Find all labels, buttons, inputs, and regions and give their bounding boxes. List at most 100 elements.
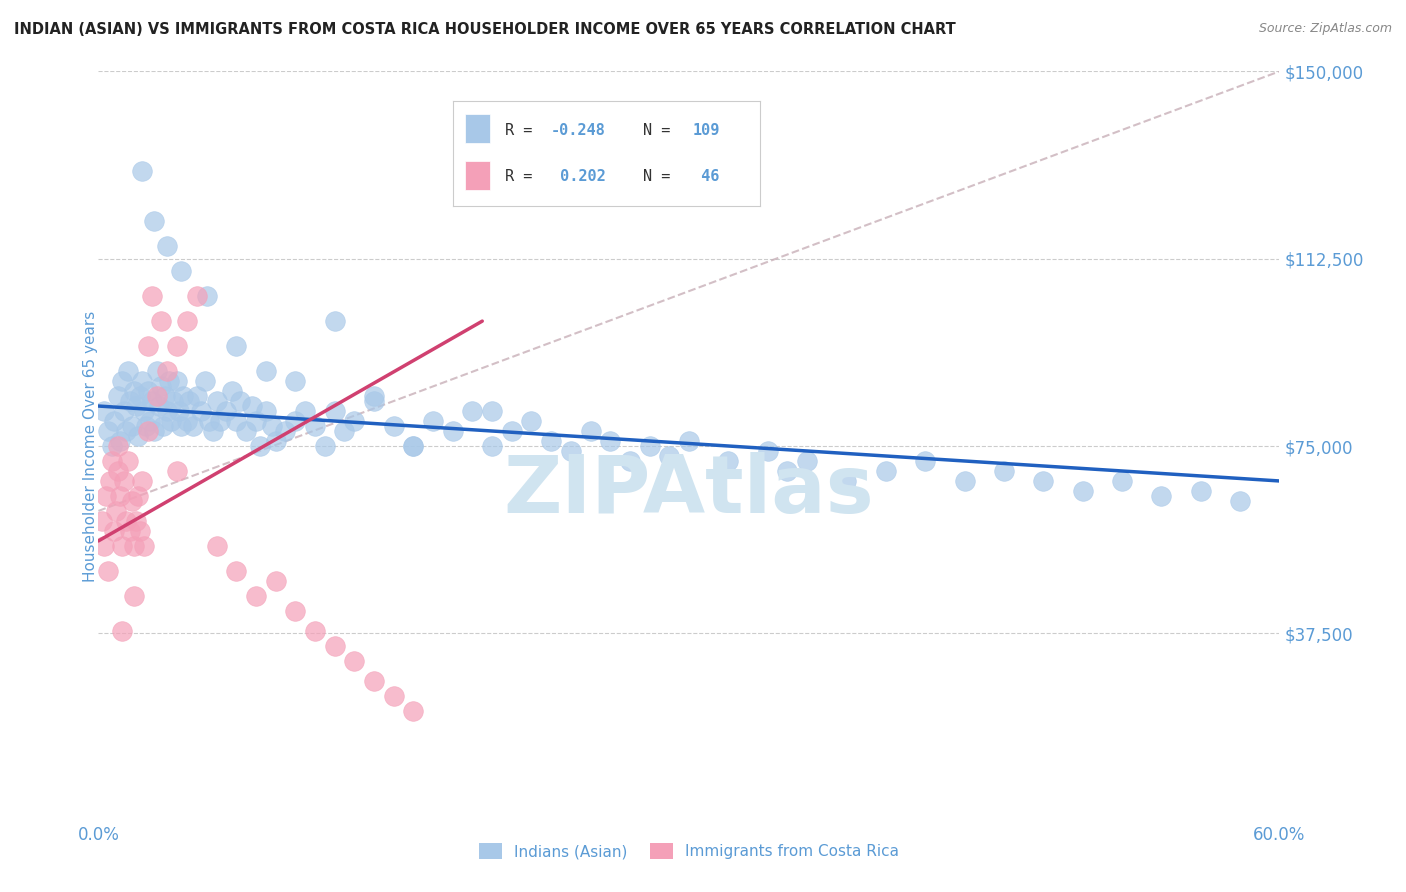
Point [105,504,128,518]
Point [117,454,139,468]
Point [599,434,621,448]
Point [166,464,188,478]
Point [162,394,184,409]
Point [382,419,405,434]
Point [638,439,661,453]
Point [132,539,155,553]
Point [186,389,208,403]
Point [122,539,145,553]
Point [190,404,212,418]
Point [1229,494,1251,508]
Point [343,414,366,428]
Point [993,464,1015,478]
Point [776,464,799,478]
Point [461,404,484,418]
Point [215,404,238,418]
Point [136,424,159,438]
Point [136,384,159,398]
Point [128,524,150,538]
Point [240,399,263,413]
Point [127,489,149,503]
Point [160,414,183,428]
Point [108,434,131,448]
Point [875,464,897,478]
Point [402,704,425,718]
Point [108,489,131,503]
Point [111,374,134,388]
Point [284,414,307,428]
Point [115,424,138,438]
Point [363,389,385,403]
Point [112,404,135,418]
Point [117,364,139,378]
Point [103,524,125,538]
Point [402,439,425,453]
Point [501,424,523,438]
Point [363,673,385,688]
Point [97,424,120,438]
Point [520,414,543,428]
Point [152,419,174,434]
Point [1032,474,1054,488]
Point [304,624,326,638]
Point [186,289,208,303]
Point [142,214,165,228]
Point [1150,489,1173,503]
Point [835,474,858,488]
Point [1111,474,1133,488]
Point [142,424,165,438]
Point [194,374,217,388]
Point [138,414,160,428]
Point [225,339,247,353]
Point [260,419,283,434]
Point [125,399,148,413]
Point [245,414,267,428]
Point [205,394,228,409]
Point [284,374,307,388]
Point [254,364,277,378]
Legend: Indians (Asian), Immigrants from Costa Rica: Indians (Asian), Immigrants from Costa R… [472,838,905,865]
Point [155,389,177,403]
Point [148,399,170,413]
Point [96,489,118,503]
Point [150,314,173,328]
Point [121,494,143,508]
Point [128,389,150,403]
Point [363,394,385,409]
Point [619,454,641,468]
Point [197,414,219,428]
Point [441,424,464,438]
Point [93,539,115,553]
Point [422,414,444,428]
Point [156,364,179,378]
Point [98,474,121,488]
Point [382,689,405,703]
Point [343,654,366,668]
Point [101,454,124,468]
Point [658,449,681,463]
Point [323,314,346,328]
Point [115,514,138,528]
Point [235,424,257,438]
Point [560,444,582,458]
Point [101,439,124,453]
Point [97,564,120,578]
Point [201,424,224,438]
Point [131,374,153,388]
Point [118,524,141,538]
Point [254,404,277,418]
Point [264,574,287,588]
Point [205,539,228,553]
Point [93,404,115,418]
Point [127,429,149,443]
Point [166,339,188,353]
Point [284,604,307,618]
Point [579,424,602,438]
Point [135,419,157,434]
Point [402,439,425,453]
Point [304,419,326,434]
Point [122,589,145,603]
Point [678,434,700,448]
Point [264,434,287,448]
Point [1189,483,1212,498]
